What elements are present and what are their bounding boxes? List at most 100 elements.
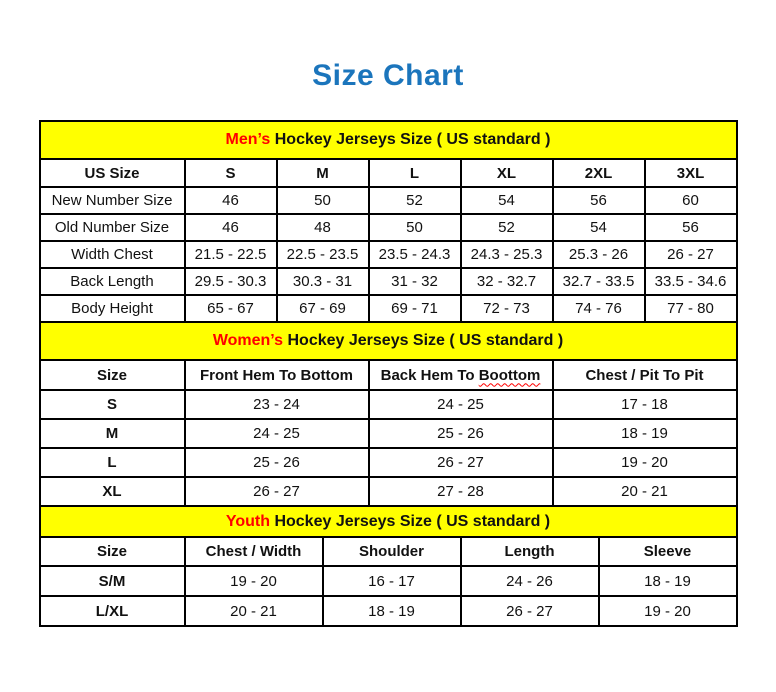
cell-value: 48 bbox=[275, 213, 370, 242]
table-row: L 25 - 26 26 - 27 19 - 20 bbox=[38, 447, 738, 478]
back-hem-prefix: Back Hem To bbox=[380, 366, 475, 384]
cell-value: 18 - 19 bbox=[551, 418, 738, 449]
cell-value: 25 - 26 bbox=[367, 418, 554, 449]
cell-value: 54 bbox=[551, 213, 646, 242]
cell-value: 74 - 76 bbox=[551, 294, 646, 323]
table-row: Width Chest 21.5 - 22.5 22.5 - 23.5 23.5… bbox=[38, 240, 738, 269]
cell-value: 29.5 - 30.3 bbox=[183, 267, 278, 296]
cell-value: 26 - 27 bbox=[367, 447, 554, 478]
row-label: XL bbox=[38, 476, 186, 507]
column-header: 2XL bbox=[551, 158, 646, 188]
table-row: S 23 - 24 24 - 25 17 - 18 bbox=[38, 389, 738, 420]
spellcheck-underlined-word: Boottom bbox=[478, 366, 541, 384]
column-header: S bbox=[183, 158, 278, 188]
youth-header-row: Size Chest / Width Shoulder Length Sleev… bbox=[38, 536, 738, 567]
cell-value: 23 - 24 bbox=[183, 389, 370, 420]
row-label: S/M bbox=[38, 565, 186, 597]
column-header: Sleeve bbox=[597, 536, 738, 567]
table-row: Back Length 29.5 - 30.3 30.3 - 31 31 - 3… bbox=[38, 267, 738, 296]
table-row: L/XL 20 - 21 18 - 19 26 - 27 19 - 20 bbox=[38, 595, 738, 627]
column-header: XL bbox=[459, 158, 554, 188]
column-header: Chest / Pit To Pit bbox=[551, 359, 738, 391]
mens-section-band: Men’s Hockey Jerseys Size ( US standard … bbox=[38, 120, 738, 160]
cell-value: 24 - 26 bbox=[459, 565, 600, 597]
cell-value: 46 bbox=[183, 213, 278, 242]
size-chart-tables: Men’s Hockey Jerseys Size ( US standard … bbox=[38, 120, 738, 627]
youth-section-band: Youth Hockey Jerseys Size ( US standard … bbox=[38, 505, 738, 538]
cell-value: 23.5 - 24.3 bbox=[367, 240, 462, 269]
column-header: Front Hem To Bottom bbox=[183, 359, 370, 391]
womens-section-accent: Women’s bbox=[212, 332, 284, 349]
row-label: Width Chest bbox=[38, 240, 186, 269]
row-label: M bbox=[38, 418, 186, 449]
cell-value: 21.5 - 22.5 bbox=[183, 240, 278, 269]
row-label: New Number Size bbox=[38, 186, 186, 215]
womens-section-rest: Hockey Jerseys Size ( US standard ) bbox=[287, 332, 564, 349]
cell-value: 56 bbox=[643, 213, 738, 242]
cell-value: 32 - 32.7 bbox=[459, 267, 554, 296]
row-label: Back Length bbox=[38, 267, 186, 296]
table-row: New Number Size 46 50 52 54 56 60 bbox=[38, 186, 738, 215]
cell-value: 52 bbox=[459, 213, 554, 242]
row-label: S bbox=[38, 389, 186, 420]
column-header: Length bbox=[459, 536, 600, 567]
womens-section-title: Women’s Hockey Jerseys Size ( US standar… bbox=[38, 321, 738, 361]
table-row: Old Number Size 46 48 50 52 54 56 bbox=[38, 213, 738, 242]
cell-value: 67 - 69 bbox=[275, 294, 370, 323]
column-header: Chest / Width bbox=[183, 536, 324, 567]
row-label: Body Height bbox=[38, 294, 186, 323]
column-header: Size bbox=[38, 359, 186, 391]
youth-section-accent: Youth bbox=[225, 512, 270, 530]
womens-section-band: Women’s Hockey Jerseys Size ( US standar… bbox=[38, 321, 738, 361]
cell-value: 19 - 20 bbox=[597, 595, 738, 627]
cell-value: 19 - 20 bbox=[183, 565, 324, 597]
youth-section-rest: Hockey Jerseys Size ( US standard ) bbox=[274, 512, 551, 530]
cell-value: 20 - 21 bbox=[551, 476, 738, 507]
cell-value: 26 - 27 bbox=[643, 240, 738, 269]
cell-value: 30.3 - 31 bbox=[275, 267, 370, 296]
cell-value: 72 - 73 bbox=[459, 294, 554, 323]
cell-value: 32.7 - 33.5 bbox=[551, 267, 646, 296]
column-header: US Size bbox=[38, 158, 186, 188]
cell-value: 16 - 17 bbox=[321, 565, 462, 597]
cell-value: 54 bbox=[459, 186, 554, 215]
column-header: L bbox=[367, 158, 462, 188]
cell-value: 24 - 25 bbox=[367, 389, 554, 420]
cell-value: 24 - 25 bbox=[183, 418, 370, 449]
mens-section-title: Men’s Hockey Jerseys Size ( US standard … bbox=[38, 120, 738, 160]
row-label: L bbox=[38, 447, 186, 478]
cell-value: 18 - 19 bbox=[321, 595, 462, 627]
cell-value: 65 - 67 bbox=[183, 294, 278, 323]
womens-header-row: Size Front Hem To Bottom Back Hem To Boo… bbox=[38, 359, 738, 391]
row-label: L/XL bbox=[38, 595, 186, 627]
cell-value: 69 - 71 bbox=[367, 294, 462, 323]
cell-value: 52 bbox=[367, 186, 462, 215]
column-header: Shoulder bbox=[321, 536, 462, 567]
mens-header-row: US Size S M L XL 2XL 3XL bbox=[38, 158, 738, 188]
cell-value: 50 bbox=[275, 186, 370, 215]
cell-value: 20 - 21 bbox=[183, 595, 324, 627]
cell-value: 18 - 19 bbox=[597, 565, 738, 597]
mens-size-table: Men’s Hockey Jerseys Size ( US standard … bbox=[38, 120, 738, 323]
womens-size-table: Women’s Hockey Jerseys Size ( US standar… bbox=[38, 321, 738, 507]
column-header: M bbox=[275, 158, 370, 188]
youth-size-table: Youth Hockey Jerseys Size ( US standard … bbox=[38, 505, 738, 627]
cell-value: 22.5 - 23.5 bbox=[275, 240, 370, 269]
cell-value: 26 - 27 bbox=[459, 595, 600, 627]
cell-value: 56 bbox=[551, 186, 646, 215]
cell-value: 24.3 - 25.3 bbox=[459, 240, 554, 269]
cell-value: 17 - 18 bbox=[551, 389, 738, 420]
mens-section-accent: Men’s bbox=[225, 131, 271, 148]
cell-value: 46 bbox=[183, 186, 278, 215]
cell-value: 26 - 27 bbox=[183, 476, 370, 507]
youth-section-title: Youth Hockey Jerseys Size ( US standard … bbox=[38, 505, 738, 538]
row-label: Old Number Size bbox=[38, 213, 186, 242]
column-header: Size bbox=[38, 536, 186, 567]
cell-value: 25.3 - 26 bbox=[551, 240, 646, 269]
cell-value: 77 - 80 bbox=[643, 294, 738, 323]
mens-section-rest: Hockey Jerseys Size ( US standard ) bbox=[274, 131, 551, 148]
column-header-back-hem: Back Hem To Boottom bbox=[367, 359, 554, 391]
cell-value: 31 - 32 bbox=[367, 267, 462, 296]
column-header: 3XL bbox=[643, 158, 738, 188]
